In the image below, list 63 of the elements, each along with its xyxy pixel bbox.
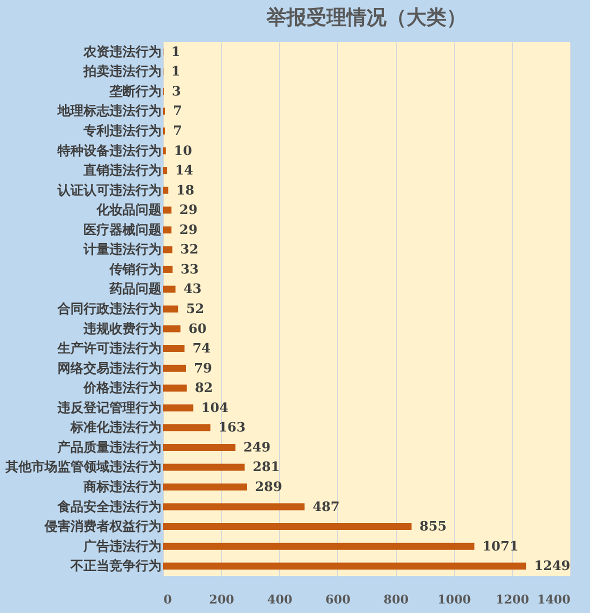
y-tick-label: 食品安全违法行为: [56, 498, 162, 515]
data-label: 3: [172, 84, 181, 100]
data-label: 82: [194, 381, 213, 396]
y-tick-label: 商标违法行为: [82, 479, 162, 495]
y-tick-label: 价格违法行为: [82, 380, 162, 396]
y-tick-label: 垄断行为: [108, 83, 162, 100]
data-label: 7: [173, 104, 182, 120]
data-label: 18: [176, 183, 194, 198]
x-tick-label: 800: [384, 592, 409, 606]
data-label: 163: [218, 420, 246, 436]
x-tick-label: 200: [209, 592, 234, 606]
data-label: 74: [192, 342, 211, 357]
data-label: 43: [184, 282, 202, 298]
y-tick-label: 计量违法行为: [82, 242, 162, 258]
data-label: 1249: [534, 559, 570, 574]
y-tick-label: 地理标志违法行为: [56, 103, 162, 120]
data-label: 32: [180, 242, 198, 258]
y-tick-label: 生产许可违法行为: [56, 340, 162, 357]
data-label: 7: [173, 124, 182, 139]
y-tick-label: 医疗器械问题: [84, 222, 162, 238]
y-tick-label: 侵害消费者权益行为: [44, 518, 162, 535]
x-tick-label: 0: [164, 592, 172, 606]
y-tick-label: 标准化违法行为: [70, 420, 162, 436]
y-tick-label: 不正当竞争行为: [70, 558, 162, 574]
y-tick-label: 专利违法行为: [82, 123, 162, 139]
data-label: 79: [194, 361, 212, 376]
x-tick-label: 1000: [438, 592, 471, 606]
data-label: 10: [174, 144, 192, 159]
data-label: 104: [201, 400, 228, 416]
y-tick-label: 合同行政违法行为: [56, 301, 162, 317]
data-label: 1: [171, 64, 180, 80]
y-tick-label: 违反登记管理行为: [56, 400, 162, 416]
chart-title: 举报受理情况（大类）: [266, 5, 466, 29]
data-label: 855: [420, 520, 447, 535]
data-label: 52: [186, 302, 204, 317]
y-tick-label: 网络交易违法行为: [58, 360, 162, 376]
data-label: 249: [243, 440, 271, 456]
y-tick-label: 直销违法行为: [82, 162, 162, 179]
data-label: 29: [179, 203, 198, 218]
y-tick-label: 违规收费行为: [82, 320, 162, 337]
data-label: 281: [252, 460, 280, 476]
y-tick-label: 广告违法行为: [82, 538, 162, 554]
data-label: 1071: [482, 539, 519, 554]
data-label: 289: [255, 480, 282, 495]
data-label: 29: [179, 222, 198, 238]
y-tick-label: 化妆品问题: [96, 203, 162, 218]
y-tick-label: 认证认可违法行为: [56, 182, 162, 198]
data-label: 487: [312, 500, 340, 515]
x-tick-label: 1200: [496, 592, 530, 606]
x-tick-label: 1400: [537, 592, 570, 606]
data-label: 14: [175, 164, 194, 179]
y-tick-label: 特种设备违法行为: [56, 142, 162, 159]
y-tick-label: 农资违法行为: [82, 44, 162, 60]
x-tick-label: 600: [325, 592, 350, 606]
data-label: 60: [188, 322, 207, 337]
y-tick-label: 传销行为: [108, 262, 162, 278]
y-tick-label: 拍卖违法行为: [82, 64, 162, 80]
y-tick-label: 药品问题: [108, 281, 162, 298]
data-label: 33: [180, 262, 199, 278]
y-tick-label: 其他市场监管领域违法行为: [4, 459, 162, 476]
data-label: 1: [171, 44, 180, 60]
y-tick-label: 产品质量违法行为: [56, 439, 162, 456]
x-tick-label: 400: [267, 592, 292, 606]
